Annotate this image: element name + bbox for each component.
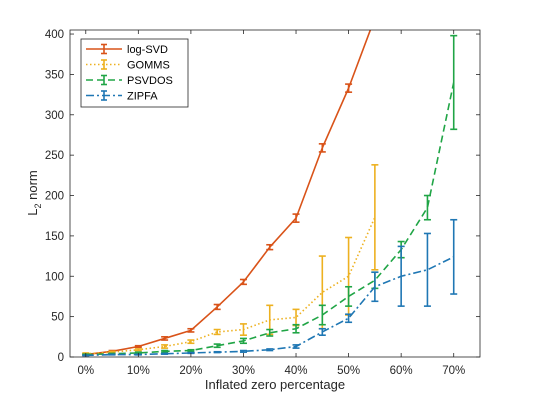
error-bar: [213, 350, 221, 354]
error-bar: [423, 194, 431, 221]
error-bar: [239, 349, 247, 353]
y-axis-label: L2 norm: [25, 170, 43, 215]
y-tick-label: 150: [45, 231, 64, 243]
legend-label: GOMMS: [127, 60, 170, 72]
error-bar: [266, 328, 274, 337]
error-bar: [266, 348, 274, 352]
error-bar: [161, 349, 169, 353]
error-bar: [213, 303, 221, 311]
error-bar: [239, 323, 247, 337]
series-line: [85, 30, 372, 356]
y-axis: 0 50 100 150 200 250 300 350 400: [45, 29, 480, 364]
error-bar: [213, 343, 221, 349]
legend-item-psvdos: PSVDOS: [86, 74, 173, 87]
x-tick-label: 0%: [77, 365, 94, 377]
error-bar: [161, 344, 169, 349]
series-layer: [82, 14, 458, 357]
y-tick-label: 100: [45, 271, 64, 283]
x-tick-label: 60%: [390, 365, 413, 377]
series-zipfa: [82, 218, 458, 357]
x-axis-label: Inflated zero percentage: [205, 377, 345, 392]
legend-item-log-svd: log-SVD: [86, 43, 168, 56]
y-axis-label-main: L: [25, 209, 40, 216]
y-tick-label: 350: [45, 69, 64, 81]
y-tick-label: 50: [51, 312, 64, 324]
error-bar: [187, 327, 195, 333]
error-bar: [397, 245, 405, 307]
x-tick-label: 10%: [127, 365, 150, 377]
error-bar: [187, 339, 195, 345]
error-bar: [371, 271, 379, 303]
legend: log-SVD GOMMS PSVDOS ZIPFA: [80, 38, 189, 108]
x-tick-label: 40%: [285, 365, 308, 377]
y-tick-label: 200: [45, 191, 64, 203]
x-axis: 0% 10% 20% 30% 40% 50% 60% 70%: [77, 30, 465, 377]
error-bar: [345, 83, 353, 93]
x-tick-label: 20%: [179, 365, 202, 377]
error-bar: [292, 213, 300, 223]
error-bar: [371, 164, 379, 271]
legend-label: ZIPFA: [127, 91, 158, 103]
error-bar: [318, 143, 326, 153]
error-bar: [450, 218, 458, 295]
error-bar: [161, 352, 169, 355]
error-bar: [239, 337, 247, 345]
series-line: [85, 216, 376, 355]
error-bar: [318, 304, 326, 326]
y-tick-label: 400: [45, 29, 64, 41]
error-bar: [345, 285, 353, 307]
y-axis-label-rest: norm: [25, 170, 40, 203]
x-tick-label: 70%: [442, 365, 465, 377]
error-bar: [187, 348, 195, 353]
error-bar: [292, 323, 300, 334]
plot-frame: [69, 29, 481, 358]
legend-label: PSVDOS: [127, 75, 173, 87]
error-bar: [423, 232, 431, 307]
x-tick-label: 30%: [232, 365, 255, 377]
y-tick-label: 0: [58, 352, 64, 364]
y-tick-label: 250: [45, 150, 64, 162]
error-bar: [371, 14, 378, 22]
series-line: [85, 82, 455, 356]
error-bar: [292, 344, 300, 349]
error-bar: [266, 243, 274, 251]
error-bar: [450, 34, 458, 131]
error-bar: [318, 327, 326, 337]
error-bar: [161, 336, 169, 341]
error-bar: [213, 328, 221, 336]
error-bar: [345, 313, 353, 324]
legend-item-zipfa: ZIPFA: [86, 90, 158, 103]
error-bar: [134, 348, 142, 352]
legend-item-gomms: GOMMS: [86, 59, 170, 72]
x-tick-label: 50%: [337, 365, 360, 377]
y-axis-label-subscript: 2: [33, 203, 43, 208]
legend-label: log-SVD: [127, 44, 168, 56]
y-tick-label: 300: [45, 110, 64, 122]
error-bar: [134, 344, 142, 349]
error-bar: [239, 278, 247, 286]
